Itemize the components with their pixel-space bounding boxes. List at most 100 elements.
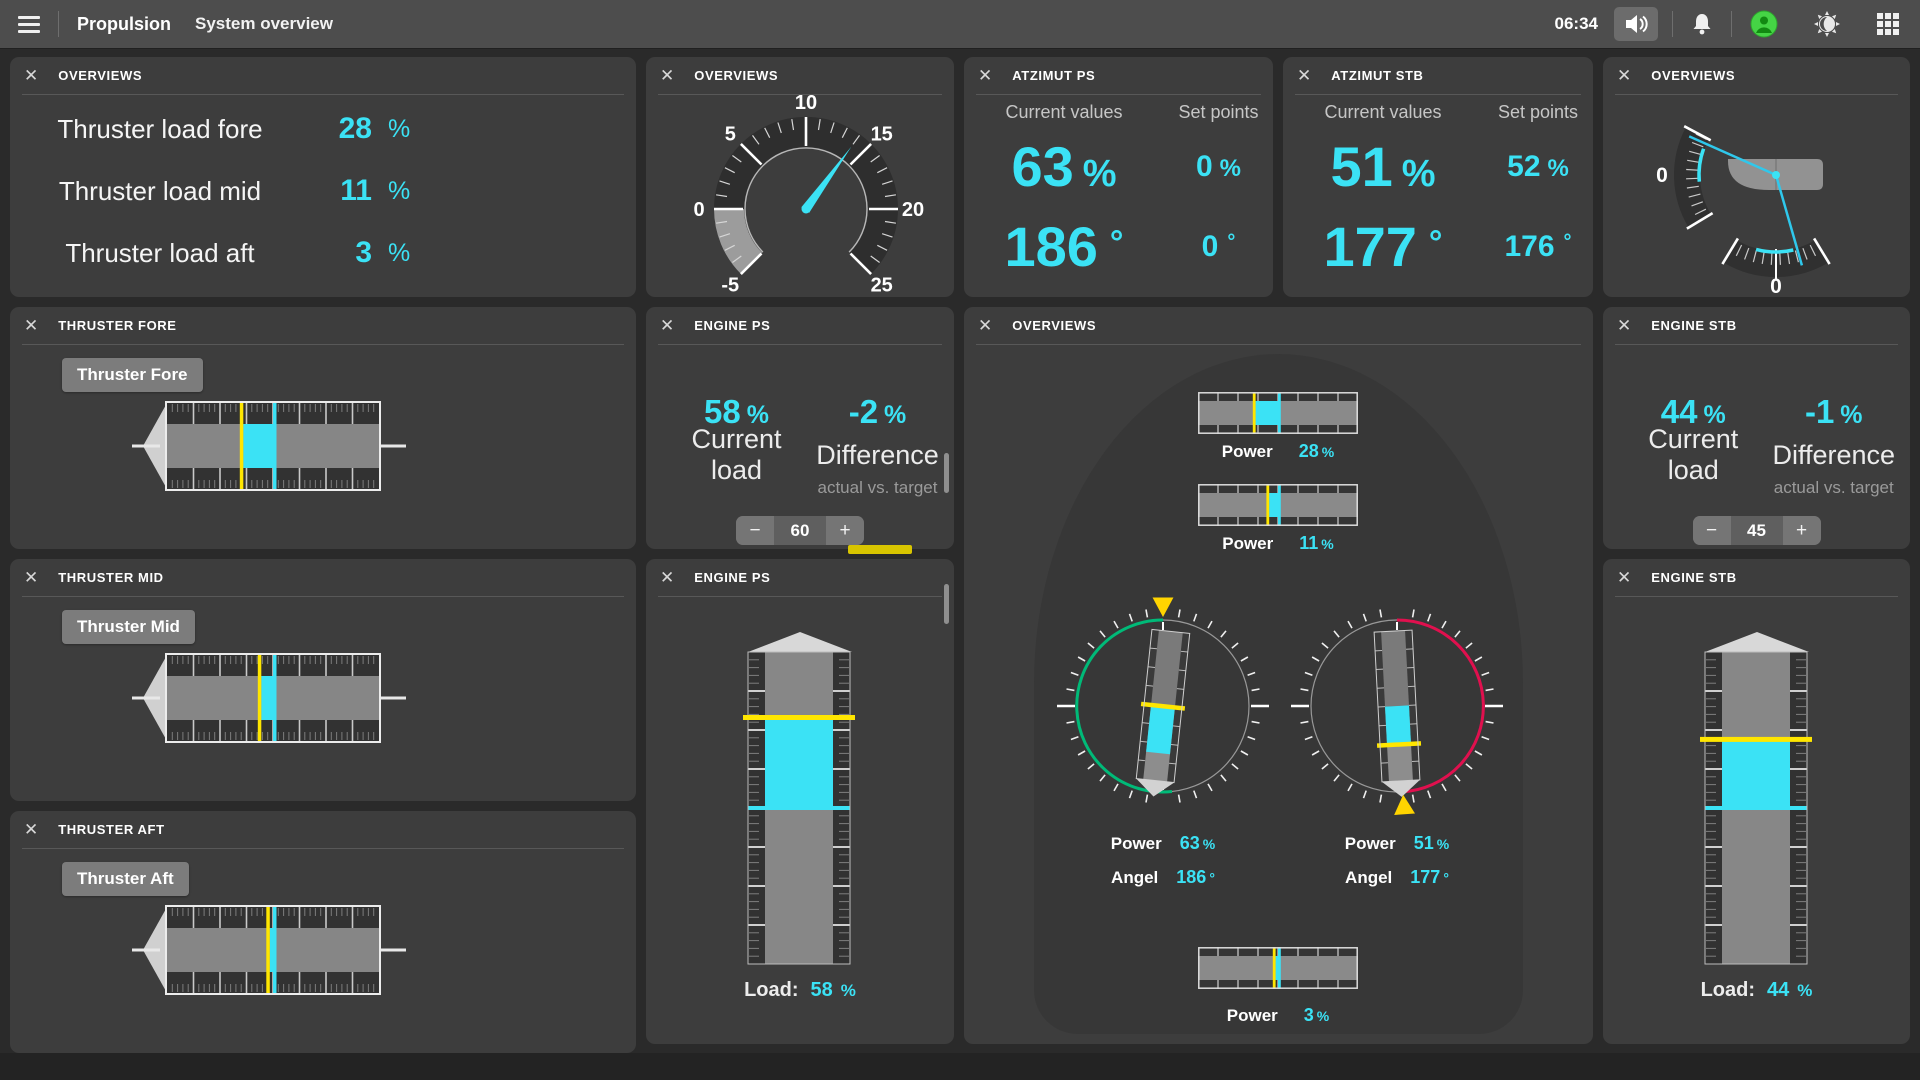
svg-text:0: 0 — [1770, 275, 1782, 297]
decrease-button[interactable]: − — [1692, 516, 1731, 545]
close-icon[interactable]: ✕ — [1297, 66, 1312, 85]
power-label-mid: Power 11% — [1222, 533, 1334, 553]
load-unit: % — [388, 114, 411, 143]
engine-load-column — [1603, 597, 1910, 1044]
thruster-tag-button[interactable]: Thruster Aft — [62, 862, 189, 896]
difference-sublabel: actual vs. target — [1773, 478, 1894, 497]
thruster-tag-button[interactable]: Thruster Fore — [62, 358, 203, 392]
ship-silhouette — [1034, 354, 1523, 1034]
load-readout: Load: 44 % — [1700, 979, 1813, 1001]
current-load-label: Current load — [691, 424, 782, 485]
current-angle: 186 ° — [1004, 215, 1124, 278]
svg-text:25: 25 — [871, 275, 893, 297]
svg-text:15: 15 — [871, 123, 893, 145]
column-header-current: Current values — [1324, 101, 1442, 122]
setpoint-value: 60 — [790, 520, 810, 540]
difference-sublabel: actual vs. target — [817, 478, 938, 497]
close-icon[interactable]: ✕ — [24, 66, 39, 85]
bell-icon[interactable] — [1687, 8, 1717, 40]
panel-atzimut-ps: ✕ ATZIMUT PS Current values Set points 6… — [964, 57, 1273, 297]
yellow-drag-handle[interactable] — [848, 545, 912, 554]
increase-button[interactable]: + — [826, 516, 864, 545]
svg-text:-5: -5 — [721, 275, 739, 297]
column-header-set: Set points — [1497, 101, 1579, 122]
close-icon[interactable]: ✕ — [660, 568, 675, 587]
column-header-current: Current values — [1005, 101, 1123, 122]
scrollbar-thumb[interactable] — [944, 584, 949, 624]
user-avatar-icon[interactable] — [1746, 6, 1782, 42]
power-label-fore: Power 28% — [1221, 441, 1335, 461]
top-bar: Propulsion System overview 06:34 — [0, 0, 1920, 49]
thruster-bar — [10, 597, 636, 801]
thruster-bar — [10, 345, 636, 549]
increase-button[interactable]: + — [1782, 516, 1821, 545]
panel-engine-ps-bar: ✕ ENGINE PS Load: 58 % — [646, 559, 954, 1044]
bottom-strip — [0, 1053, 1920, 1080]
power-bar-aft — [1198, 947, 1358, 989]
set-angle: 0 ° — [1201, 230, 1236, 263]
close-icon[interactable]: ✕ — [1617, 316, 1632, 335]
panel-engine-ps: ✕ ENGINE PS 58% -2% Current load Differe… — [646, 307, 954, 549]
current-angle: 177 ° — [1323, 215, 1443, 278]
close-icon[interactable]: ✕ — [978, 66, 993, 85]
menu-icon[interactable] — [14, 8, 44, 41]
current-load-label: Current load — [1648, 424, 1739, 485]
azimuth-dial-ps — [1053, 596, 1273, 816]
power-bar-fore — [1198, 392, 1358, 434]
page-title: System overview — [195, 14, 333, 33]
azimuth-dial-stb — [1287, 596, 1507, 816]
engine-load-column — [646, 597, 954, 1044]
load-readout: Load: 58 % — [744, 979, 856, 1001]
clock: 06:34 — [1554, 14, 1598, 33]
speaker-icon[interactable] — [1614, 7, 1658, 41]
scrollbar-thumb[interactable] — [944, 453, 949, 493]
day-night-icon[interactable] — [1810, 7, 1844, 41]
apps-grid-icon[interactable] — [1872, 8, 1904, 40]
setpoint-stepper: − 60 + — [736, 516, 864, 545]
set-power: 0% — [1195, 150, 1242, 183]
panel-atzimut-stb: ✕ ATZIMUT STB Current values Set points … — [1283, 57, 1593, 297]
thruster-tag-button[interactable]: Thruster Mid — [62, 610, 195, 644]
load-value: 28 — [338, 112, 372, 145]
setpoint-value: 45 — [1747, 520, 1766, 540]
difference-value: -1% — [1804, 393, 1863, 430]
setpoint-stepper: − 45 + — [1692, 516, 1821, 545]
app-title: Propulsion — [77, 13, 171, 34]
panel-thruster-mid: ✕ THRUSTER MID Thruster Mid — [10, 559, 636, 801]
panel-overview-loads: ✕ OVERVIEWS Thruster load fore 28 % Thru… — [10, 57, 636, 297]
difference-value: -2% — [848, 393, 907, 430]
dial-labels-ps: Power 63% Angel 186 ° — [1110, 833, 1216, 887]
divider — [58, 11, 59, 37]
panel-title: OVERVIEWS — [58, 68, 143, 83]
radial-gauge: -5 0 5 10 15 20 25 — [646, 95, 954, 297]
close-icon[interactable]: ✕ — [978, 316, 993, 335]
decrease-button[interactable]: − — [736, 516, 774, 545]
set-power: 52% — [1507, 150, 1569, 183]
svg-text:0: 0 — [1656, 164, 1668, 187]
panel-engine-stb: ✕ ENGINE STB 44% -1% Current load Differ… — [1603, 307, 1910, 549]
load-row-mid: Thruster load mid 11 % — [58, 174, 411, 207]
power-label-aft: Power 3% — [1226, 1005, 1330, 1025]
close-icon[interactable]: ✕ — [1617, 66, 1632, 85]
load-row-aft: Thruster load aft 3 % — [65, 236, 411, 269]
current-load-value: 58% — [704, 393, 769, 430]
dial-labels-stb: Power 51% Angel 177 ° — [1344, 833, 1450, 887]
panel-overview-gauge: ✕ OVERVIEWS -5 0 5 10 15 20 25 — [646, 57, 954, 297]
current-power: 63% — [1011, 135, 1117, 198]
close-icon[interactable]: ✕ — [24, 568, 39, 587]
close-icon[interactable]: ✕ — [660, 66, 675, 85]
panel-thruster-aft: ✕ THRUSTER AFT Thruster Aft — [10, 811, 636, 1053]
close-icon[interactable]: ✕ — [24, 820, 39, 839]
svg-text:10: 10 — [795, 95, 817, 114]
set-angle: 176 ° — [1504, 230, 1572, 263]
column-header-set: Set points — [1178, 101, 1259, 122]
svg-text:20: 20 — [902, 199, 924, 221]
panel-thruster-fore: ✕ THRUSTER FORE Thruster Fore — [10, 307, 636, 549]
current-load-value: 44% — [1660, 393, 1726, 430]
close-icon[interactable]: ✕ — [24, 316, 39, 335]
close-icon[interactable]: ✕ — [660, 316, 675, 335]
close-icon[interactable]: ✕ — [1617, 568, 1632, 587]
